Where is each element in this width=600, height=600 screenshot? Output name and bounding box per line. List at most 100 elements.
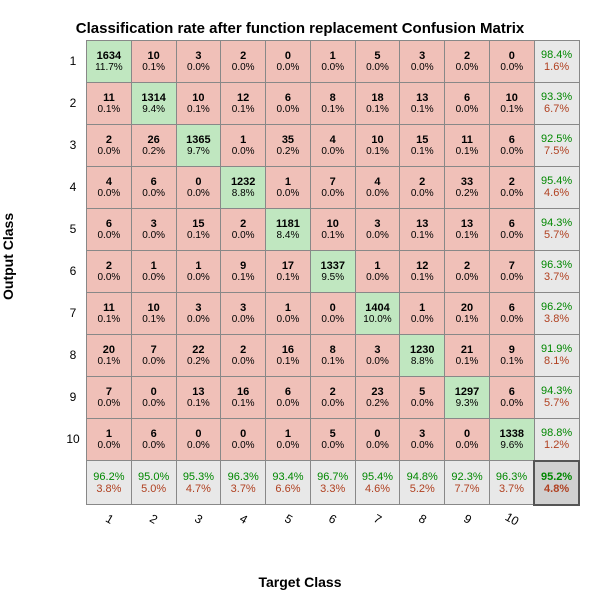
cell-pct: 0.0% <box>400 314 444 325</box>
col-error: 4.6% <box>356 483 400 495</box>
cell-count: 3 <box>221 302 265 314</box>
off-cell: 120.1% <box>221 82 266 124</box>
output-class-label: 3 <box>60 124 87 166</box>
confusion-matrix-table: 1163411.7%100.1%30.0%20.0%00.0%10.0%50.0… <box>60 40 580 535</box>
row-summary-cell: 96.2%3.8% <box>534 292 579 334</box>
col-recall: 95.3% <box>177 471 221 483</box>
cell-pct: 0.0% <box>87 272 131 283</box>
row-error: 4.6% <box>535 187 579 199</box>
cell-pct: 8.4% <box>266 230 310 241</box>
cell-pct: 0.0% <box>132 440 176 451</box>
row-summary-cell: 96.3%3.7% <box>534 250 579 292</box>
cell-pct: 0.1% <box>311 104 355 115</box>
target-class-label: 1 <box>87 505 132 536</box>
overall-accuracy: 95.2% <box>535 471 578 483</box>
cell-count: 15 <box>177 218 221 230</box>
diag-cell: 12328.8% <box>221 166 266 208</box>
off-cell: 10.0% <box>310 41 355 83</box>
cell-count: 10 <box>132 302 176 314</box>
cell-count: 0 <box>132 386 176 398</box>
row-precision: 94.3% <box>535 217 579 229</box>
cell-count: 13 <box>400 92 444 104</box>
cell-count: 2 <box>445 260 489 272</box>
cell-count: 7 <box>87 386 131 398</box>
row-label: 1 <box>70 54 77 68</box>
cell-pct: 0.0% <box>177 272 221 283</box>
diag-cell: 13389.6% <box>489 418 534 461</box>
confusion-matrix-figure: Classification rate after function repla… <box>0 0 600 600</box>
cell-pct: 9.4% <box>132 104 176 115</box>
off-cell: 20.0% <box>87 124 132 166</box>
cell-pct: 0.0% <box>356 356 400 367</box>
cell-count: 6 <box>87 218 131 230</box>
row-summary-cell: 92.5%7.5% <box>534 124 579 166</box>
row-error: 1.2% <box>535 439 579 451</box>
cell-count: 10 <box>177 92 221 104</box>
cell-count: 1314 <box>132 92 176 104</box>
off-cell: 330.2% <box>445 166 490 208</box>
cell-count: 13 <box>177 386 221 398</box>
off-cell: 20.0% <box>400 166 445 208</box>
cell-count: 0 <box>177 176 221 188</box>
off-cell: 40.0% <box>87 166 132 208</box>
cell-count: 1338 <box>490 428 534 440</box>
cell-count: 6 <box>445 92 489 104</box>
off-cell: 90.1% <box>489 334 534 376</box>
cell-count: 0 <box>221 428 265 440</box>
col-recall: 94.8% <box>400 471 444 483</box>
off-cell: 100.1% <box>489 82 534 124</box>
cell-pct: 0.0% <box>490 398 534 409</box>
cell-pct: 0.1% <box>221 398 265 409</box>
cell-count: 1 <box>311 50 355 62</box>
target-class-label: 8 <box>400 505 445 536</box>
row-summary-cell: 94.3%5.7% <box>534 376 579 418</box>
off-cell: 50.0% <box>355 41 400 83</box>
cell-pct: 0.1% <box>177 104 221 115</box>
x-axis-label: Target Class <box>0 574 600 590</box>
cell-count: 1634 <box>87 50 131 62</box>
cell-count: 6 <box>490 386 534 398</box>
off-cell: 40.0% <box>310 124 355 166</box>
off-cell: 70.0% <box>87 376 132 418</box>
col-recall: 95.0% <box>132 471 176 483</box>
cell-pct: 0.2% <box>445 188 489 199</box>
off-cell: 10.0% <box>400 292 445 334</box>
cell-count: 4 <box>356 176 400 188</box>
chart-title: Classification rate after function repla… <box>0 20 600 37</box>
cell-count: 1181 <box>266 218 310 230</box>
cell-pct: 0.1% <box>445 146 489 157</box>
cell-count: 11 <box>445 134 489 146</box>
cell-pct: 0.0% <box>311 188 355 199</box>
output-class-label: 7 <box>60 292 87 334</box>
col-label: 6 <box>327 513 339 528</box>
off-cell: 40.0% <box>355 166 400 208</box>
row-error: 3.7% <box>535 271 579 283</box>
col-summary-cell: 96.3%3.7% <box>489 461 534 505</box>
cell-count: 15 <box>400 134 444 146</box>
cell-pct: 0.2% <box>177 356 221 367</box>
cell-pct: 0.0% <box>400 188 444 199</box>
cell-pct: 0.2% <box>266 146 310 157</box>
cell-count: 2 <box>87 260 131 272</box>
row-precision: 96.3% <box>535 259 579 271</box>
cell-pct: 0.1% <box>221 272 265 283</box>
col-label: 5 <box>282 513 294 528</box>
cell-count: 11 <box>87 92 131 104</box>
cell-count: 17 <box>266 260 310 272</box>
cell-pct: 11.7% <box>87 62 131 73</box>
row-summary-cell: 98.8%1.2% <box>534 418 579 461</box>
off-cell: 20.0% <box>221 334 266 376</box>
cell-pct: 0.0% <box>490 272 534 283</box>
cell-pct: 0.0% <box>400 62 444 73</box>
output-class-label: 1 <box>60 41 87 83</box>
off-cell: 30.0% <box>221 292 266 334</box>
col-error: 3.7% <box>221 483 265 495</box>
cell-count: 2 <box>221 218 265 230</box>
cell-pct: 0.2% <box>132 146 176 157</box>
cell-pct: 0.1% <box>87 314 131 325</box>
cell-count: 7 <box>311 176 355 188</box>
cell-pct: 0.0% <box>311 62 355 73</box>
cell-pct: 0.0% <box>87 146 131 157</box>
off-cell: 100.1% <box>355 124 400 166</box>
output-class-label: 10 <box>60 418 87 461</box>
